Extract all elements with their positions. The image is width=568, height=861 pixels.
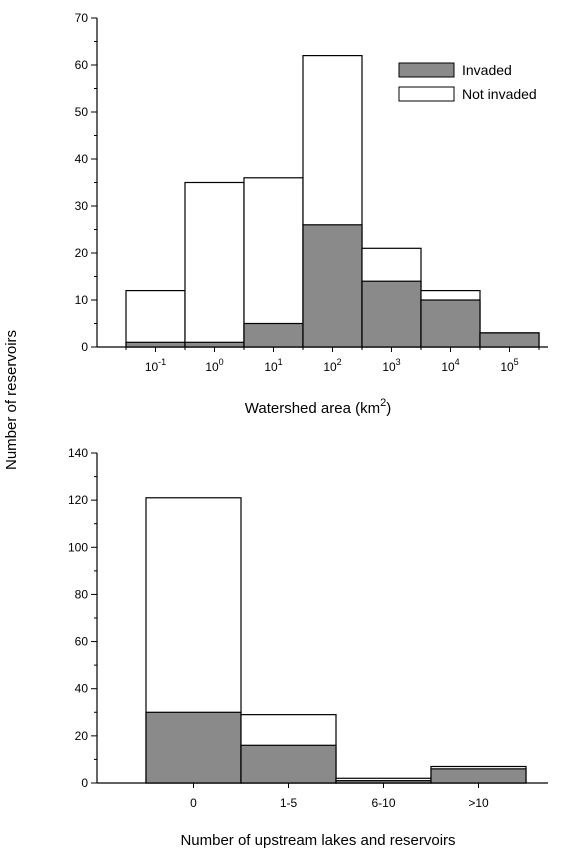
- top-x-tick-label: 10-1: [145, 357, 166, 374]
- bottom-x-axis-title: Number of upstream lakes and reservoirs: [180, 832, 455, 849]
- legend-swatch-not-invaded: [398, 86, 455, 102]
- top-bar-invaded: [125, 341, 186, 348]
- top-bar-invaded: [184, 341, 245, 348]
- top-x-tick-label: 100: [205, 357, 223, 374]
- top-x-tick-label: 102: [323, 357, 341, 374]
- bottom-bar-invaded: [430, 768, 527, 784]
- top-x-tick-label: 103: [382, 357, 400, 374]
- bottom-y-tick-label: 40: [75, 682, 89, 696]
- top-bar-not-invaded: [243, 177, 304, 348]
- bottom-bar-invaded: [335, 780, 432, 784]
- top-y-tick-label: 60: [75, 58, 89, 72]
- legend-swatch-invaded: [398, 62, 455, 78]
- bottom-x-tick-label: 1-5: [280, 796, 298, 810]
- top-y-tick-label: 0: [81, 340, 88, 354]
- top-y-tick-label: 40: [75, 152, 89, 166]
- bottom-x-tick-label: 0: [190, 796, 197, 810]
- top-bar-not-invaded: [125, 290, 186, 348]
- top-bar-invaded: [479, 332, 540, 348]
- top-y-tick-label: 50: [75, 105, 89, 119]
- shared-y-axis-title: Number of reservoirs: [3, 330, 20, 470]
- top-y-tick-label: 70: [75, 11, 89, 25]
- watershed-area-chart: 0 10 20 30 40 50 60 70 10-1 100 101 102 103 104 105 Wat…: [75, 11, 548, 417]
- top-y-tick-label: 30: [75, 199, 89, 213]
- bottom-y-tick-label: 20: [75, 729, 89, 743]
- top-y-tick-label: 20: [75, 246, 89, 260]
- top-x-axis-title: Watershed area (km2): [245, 397, 391, 417]
- upstream-lakes-chart: 0 20 40 60 80 100 120 140 0 1-5 6-10 >10 Number of u…: [68, 446, 548, 849]
- top-x-tick-label: 104: [441, 357, 459, 374]
- top-bar-invaded: [243, 322, 304, 348]
- legend-label-not-invaded: Not invaded: [462, 86, 537, 102]
- top-bar-not-invaded: [184, 181, 245, 348]
- bottom-x-tick-label: >10: [468, 796, 489, 810]
- top-bar-invaded: [420, 299, 481, 348]
- top-bar-invaded: [302, 224, 363, 348]
- bottom-y-tick-label: 100: [68, 540, 88, 554]
- legend-label-invaded: Invaded: [462, 62, 512, 78]
- bottom-y-tick-label: 60: [75, 635, 89, 649]
- bottom-bar-invaded: [240, 744, 337, 784]
- top-x-tick-label: 101: [264, 357, 282, 374]
- bottom-bar-invaded: [145, 711, 242, 784]
- top-x-tick-label: 105: [500, 357, 518, 374]
- legend: Invaded Not invaded: [398, 62, 537, 102]
- top-y-tick-label: 10: [75, 293, 89, 307]
- top-bar-invaded: [361, 280, 422, 348]
- bottom-y-tick-label: 120: [68, 493, 88, 507]
- bottom-y-tick-label: 0: [81, 776, 88, 790]
- bottom-x-tick-label: 6-10: [371, 796, 395, 810]
- bottom-y-tick-label: 140: [68, 446, 88, 460]
- bottom-y-tick-label: 80: [75, 587, 89, 601]
